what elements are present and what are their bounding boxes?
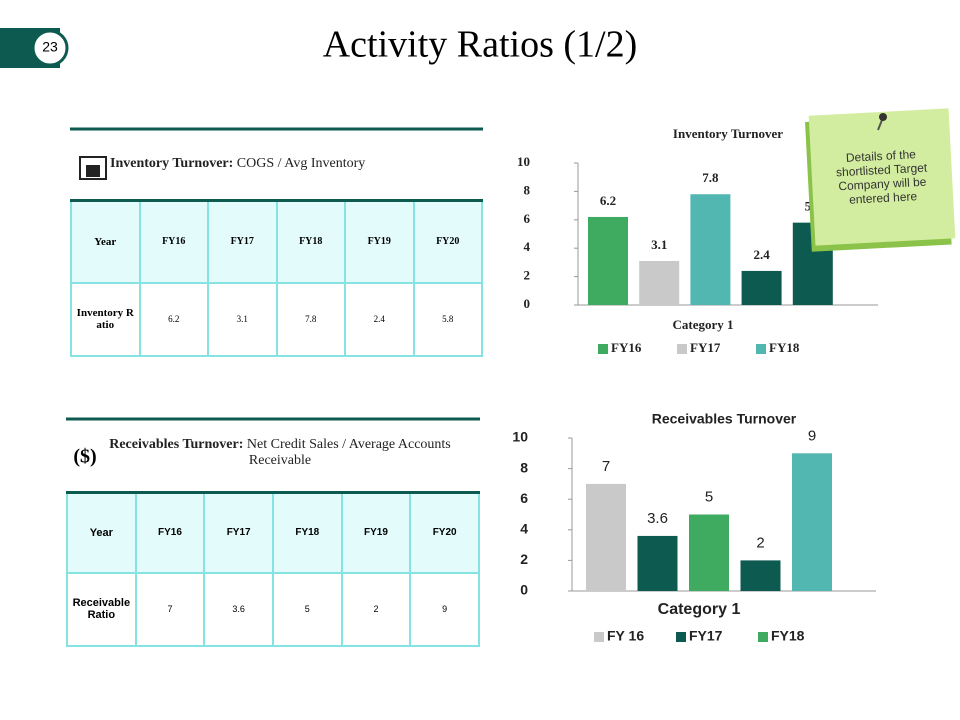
chart: Inventory Turnover02468106.23.17.82.45.8… [517, 126, 878, 355]
header-cell: FY17 [203, 491, 274, 574]
cell: 7.8 [275, 281, 346, 357]
cell: 3.1 [207, 281, 278, 357]
header-cell: Year [70, 199, 141, 284]
header-cell: FY19 [340, 491, 412, 574]
bar [690, 194, 731, 305]
y-tick-label: 0 [520, 582, 528, 598]
row: Receivable Ratio 7 3.6 5 2 9 [66, 571, 480, 647]
data-label: 9 [808, 427, 816, 444]
bar [588, 216, 628, 305]
legend-swatch [756, 344, 766, 354]
cell: 7 [134, 571, 206, 647]
bar [637, 535, 678, 591]
slide-title: Activity Ratios (1/2) [323, 24, 638, 66]
cell: 2 [340, 571, 412, 647]
y-tick-label: 4 [520, 521, 528, 537]
bar [639, 260, 680, 305]
legend-swatch [594, 632, 604, 642]
caption: Inventory Turnover: COGS / Avg Inventory [110, 156, 450, 172]
chart-title: Inventory Turnover [673, 126, 783, 141]
caption-bold: Receivables Turnover: [109, 437, 244, 452]
data-label: 6.2 [600, 193, 616, 208]
header-cell: FY20 [412, 199, 483, 284]
data-label: 5 [705, 488, 713, 505]
cell: 5.8 [412, 281, 483, 357]
y-tick-label: 6 [520, 490, 528, 506]
y-tick-label: 0 [524, 296, 531, 311]
cell: 3.6 [203, 571, 274, 647]
y-tick-label: 8 [520, 459, 528, 475]
legend-label: FY 16 [607, 628, 644, 644]
caption-text: COGS / Avg Inventory [236, 156, 366, 171]
y-tick-label: 10 [517, 154, 530, 169]
data-label: 7.8 [702, 170, 719, 185]
icon: ($) [73, 446, 96, 468]
y-tick-label: 6 [524, 211, 531, 226]
bar [586, 483, 626, 591]
legend-swatch [758, 632, 768, 642]
badge-circle [31, 29, 69, 67]
bar [741, 270, 782, 305]
header-row: Year FY16 FY17 FY18 FY19 FY20 [70, 199, 483, 284]
row: Inventory Ratio 6.2 3.1 7.8 2.4 5.8 [70, 281, 483, 357]
cell: 5 [271, 571, 343, 647]
bar [740, 560, 781, 591]
cell: 2.4 [344, 281, 415, 357]
cell: Inventory Ratio [70, 281, 141, 357]
header-cell: FY17 [207, 199, 278, 284]
legend-swatch [677, 344, 687, 354]
cell: 9 [409, 571, 480, 647]
header-cell: FY20 [409, 491, 480, 574]
y-tick-label: 2 [524, 268, 531, 283]
header-cell: Year [66, 491, 137, 574]
data-label: 7 [602, 458, 610, 475]
cell: 6.2 [138, 281, 209, 357]
x-tick-label: Category 1 [672, 317, 733, 332]
data-label: 3.1 [651, 237, 667, 252]
y-tick-label: 2 [520, 551, 528, 567]
legend-label: FY17 [690, 340, 721, 355]
chart: Receivables Turnover 0 2 4 6 8 10 7 3.6 5 2 9 Catego… [512, 411, 876, 644]
legend-swatch [676, 632, 686, 642]
header-cell: FY19 [344, 199, 415, 284]
table: Year FY16 FY17 FY18 FY19 FY20 Inventory Ratio 6… [70, 199, 483, 357]
legend-swatch [598, 344, 608, 354]
caption: Receivables Turnover: Net Credit Sales /… [100, 437, 460, 469]
header-cell: FY18 [271, 491, 343, 574]
bar [689, 514, 729, 591]
note-text: Details of the shortlisted Target Compan… [835, 147, 928, 207]
legend-label: FY18 [769, 340, 800, 355]
sticky-note: Details of the shortlisted Target Compan… [808, 108, 956, 246]
header-row: Year FY16 FY17 FY18 FY19 FY20 [66, 491, 480, 574]
legend-label: FY17 [689, 628, 723, 644]
header-cell: FY18 [275, 199, 346, 284]
x-tick-label: Category 1 [658, 601, 741, 618]
icon [79, 156, 107, 180]
page-number: 23 [42, 39, 58, 55]
legend-label: FY16 [611, 340, 642, 355]
table: Year FY16 FY17 FY18 FY19 FY20 Receivable Ratio… [66, 491, 480, 647]
caption-text: Net Credit Sales / Average Accounts Rece… [246, 437, 451, 468]
header-cell: FY16 [134, 491, 206, 574]
cell: Receivable Ratio [66, 571, 137, 647]
y-tick-label: 10 [512, 429, 528, 445]
data-label: 3.6 [647, 510, 668, 527]
chart-title: Receivables Turnover [652, 411, 797, 427]
y-tick-label: 4 [524, 239, 531, 254]
header-cell: FY16 [138, 199, 209, 284]
bar [792, 453, 832, 591]
data-label: 2 [756, 534, 764, 551]
data-label: 2.4 [753, 247, 770, 262]
caption-bold: Inventory Turnover: [110, 156, 234, 171]
legend-label: FY18 [771, 628, 805, 644]
y-tick-label: 8 [524, 182, 531, 197]
